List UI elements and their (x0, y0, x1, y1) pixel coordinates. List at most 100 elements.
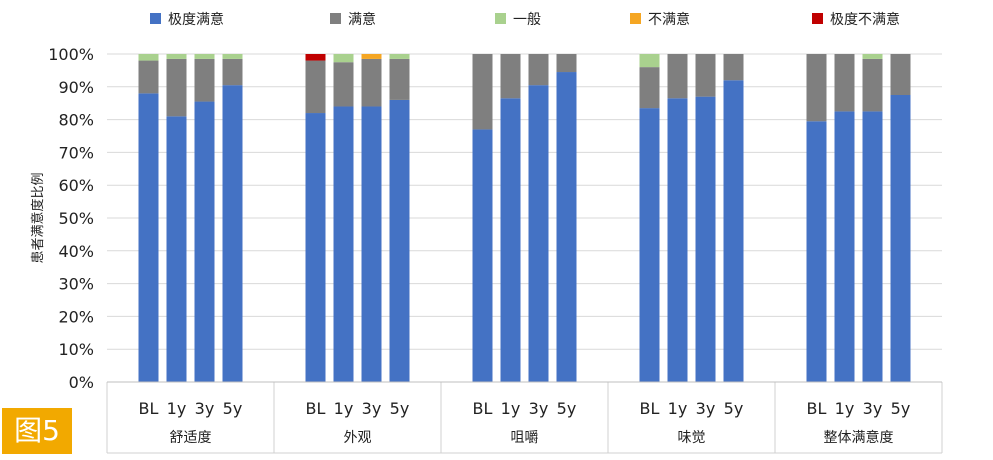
bar-segment (138, 93, 159, 383)
legend-label: 一般 (513, 12, 541, 28)
x-tick-label: 1y (334, 399, 354, 418)
x-tick-label: BL (807, 399, 827, 418)
bar-segment (834, 54, 855, 112)
bar-segment (194, 101, 215, 382)
y-tick-label: 30% (58, 275, 94, 294)
x-tick-label: 5y (891, 399, 911, 418)
bar-segment (222, 58, 243, 86)
x-tick-label: 3y (863, 399, 883, 418)
bar-segment (723, 54, 744, 81)
bar-segment (695, 54, 716, 97)
bar-segment (305, 113, 326, 382)
figure-label: 图5 (2, 408, 72, 454)
legend-label: 不满意 (648, 11, 690, 28)
y-tick-label: 40% (58, 242, 94, 261)
x-tick-label: 1y (835, 399, 855, 418)
bar-segment (305, 54, 326, 61)
y-axis-label: 患者满意度比例 (30, 172, 46, 263)
group-label: 味觉 (678, 430, 706, 446)
bar-segment (333, 54, 354, 63)
group-label: 舒适度 (170, 430, 212, 446)
y-tick-label: 90% (58, 78, 94, 97)
bar-segment (639, 67, 660, 109)
x-tick-label: BL (139, 399, 159, 418)
bar-segment (834, 111, 855, 383)
bar-segment (389, 99, 410, 383)
bar-segment (333, 106, 354, 382)
x-tick-label: 1y (501, 399, 521, 418)
group-label: 外观 (344, 430, 372, 446)
bar-segment (639, 54, 660, 68)
bar-segment (806, 54, 827, 122)
legend-swatch (630, 13, 641, 24)
bar-segment (389, 54, 410, 59)
legend-swatch (150, 13, 161, 24)
x-tick-label: 5y (223, 399, 243, 418)
bar-segment (333, 62, 354, 107)
x-tick-label: BL (473, 399, 493, 418)
bar-segment (361, 54, 382, 59)
x-tick-label: 3y (195, 399, 215, 418)
bar-segment (723, 80, 744, 383)
x-tick-label: BL (306, 399, 326, 418)
x-tick-label: 1y (668, 399, 688, 418)
bar-segment (166, 58, 187, 117)
bar-segment (528, 85, 549, 382)
x-tick-label: BL (640, 399, 660, 418)
bar-segment (528, 54, 549, 86)
x-tick-label: 5y (557, 399, 577, 418)
x-tick-label: 3y (529, 399, 549, 418)
legend-swatch (495, 13, 506, 24)
bar-segment (862, 111, 883, 383)
y-tick-label: 0% (69, 373, 94, 392)
y-tick-label: 100% (48, 45, 94, 64)
legend-label: 极度满意 (168, 11, 224, 28)
y-tick-label: 10% (58, 340, 94, 359)
bar-segment (639, 108, 660, 383)
bar-segment (667, 54, 688, 99)
x-tick-label: 3y (696, 399, 716, 418)
group-label: 整体满意度 (824, 429, 894, 446)
bar-segment (556, 54, 577, 73)
bar-segment (222, 54, 243, 59)
x-tick-label: 5y (724, 399, 744, 418)
bar-segment (138, 60, 159, 94)
bar-segment (194, 54, 215, 59)
legend-label: 满意 (348, 11, 376, 28)
bar-segment (556, 72, 577, 382)
bar-segment (695, 96, 716, 382)
bar-segment (305, 60, 326, 114)
bar-segment (166, 54, 187, 59)
bar-segment (472, 129, 493, 382)
bar-segment (194, 58, 215, 102)
bar-segment (890, 54, 911, 95)
bar-segment (389, 58, 410, 100)
bar-segment (138, 54, 159, 61)
legend-label: 极度不满意 (830, 11, 900, 28)
y-tick-label: 70% (58, 143, 94, 162)
y-tick-label: 20% (58, 307, 94, 326)
group-label: 咀嚼 (511, 430, 539, 446)
bar-segment (361, 58, 382, 107)
x-tick-label: 3y (362, 399, 382, 418)
bar-segment (222, 85, 243, 382)
x-tick-label: 1y (167, 399, 187, 418)
y-tick-label: 80% (58, 111, 94, 130)
bar-segment (862, 54, 883, 59)
bar-segment (806, 121, 827, 383)
bar-segment (500, 98, 521, 382)
bar-segment (472, 54, 493, 130)
bar-segment (862, 58, 883, 112)
y-tick-label: 50% (58, 209, 94, 228)
bar-segment (890, 95, 911, 382)
bar-segment (667, 98, 688, 382)
y-tick-label: 60% (58, 176, 94, 195)
legend-swatch (330, 13, 341, 24)
bar-segment (500, 54, 521, 99)
legend-swatch (812, 13, 823, 24)
x-tick-label: 5y (390, 399, 410, 418)
bar-segment (166, 116, 187, 382)
bar-segment (361, 106, 382, 382)
